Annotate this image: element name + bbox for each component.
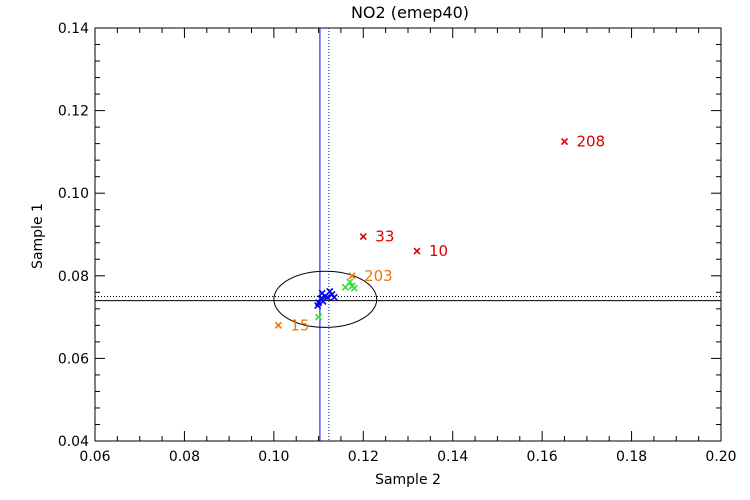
- y-tick-label: 0.04: [58, 434, 89, 450]
- data-point-blue: [330, 293, 338, 301]
- data-point-blue: [318, 289, 326, 297]
- data-point-green: [350, 284, 358, 292]
- data-point-label: 208: [577, 133, 606, 151]
- x-tick-label: 0.16: [527, 449, 558, 465]
- data-point-green: [346, 278, 354, 286]
- x-axis-title: Sample 2: [375, 472, 441, 488]
- data-point-label: 15: [290, 316, 309, 334]
- y-tick-label: 0.08: [58, 269, 89, 285]
- y-tick-label: 0.06: [58, 351, 89, 367]
- data-point-red: [359, 232, 367, 241]
- data-point-blue: [323, 293, 332, 301]
- x-tick-label: 0.06: [79, 449, 110, 465]
- chart-title: NO2 (emep40): [351, 3, 469, 22]
- data-point-label: 33: [375, 228, 394, 246]
- y-tick-label: 0.14: [58, 21, 89, 37]
- x-tick-label: 0.10: [258, 449, 289, 465]
- data-point-blue: [314, 301, 322, 310]
- plot-area: 0.06 0.08 0.10 0.12 0.14 0.16 0.18 0.200.040.06…: [58, 21, 737, 465]
- plot-frame: [94, 27, 722, 442]
- data-point-orange: [348, 272, 356, 280]
- x-tick-label: 0.12: [348, 449, 379, 465]
- x-tick-label: 0.18: [616, 449, 647, 465]
- data-point-green: [315, 313, 323, 321]
- y-tick-label: 0.12: [58, 104, 89, 120]
- y-axis-title: Sample 1: [30, 203, 46, 269]
- data-point-red: [560, 138, 569, 146]
- y-tick-label: 0.10: [58, 186, 89, 202]
- x-tick-label: 0.20: [705, 449, 736, 465]
- x-tick-label: 0.08: [169, 449, 200, 465]
- data-point-red: [413, 247, 421, 255]
- confidence-ellipse: [273, 270, 378, 328]
- data-point-label: 203: [364, 267, 393, 285]
- data-point-orange: [274, 321, 282, 329]
- x-tick-label: 0.14: [437, 449, 468, 465]
- data-point-label: 10: [429, 242, 448, 260]
